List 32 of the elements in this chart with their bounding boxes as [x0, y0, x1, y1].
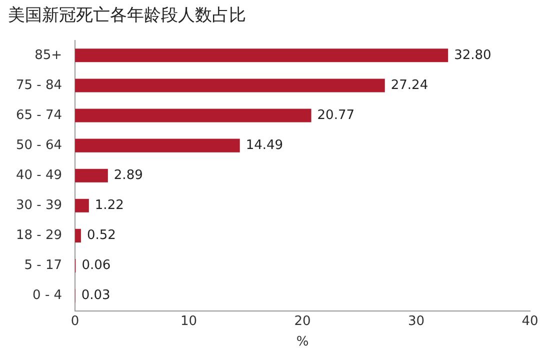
- bar: [75, 78, 385, 92]
- x-tick-label: 10: [180, 314, 198, 329]
- bar: [75, 138, 240, 152]
- data-label: 0.03: [81, 288, 110, 304]
- x-tick-label: 0: [70, 314, 80, 329]
- x-tick-label: 20: [294, 314, 311, 329]
- y-tick-label: 40 - 49: [16, 168, 62, 183]
- y-tick-label: 5 - 17: [24, 258, 62, 274]
- y-tick-label: 85+: [34, 48, 62, 63]
- data-label: 27.24: [390, 78, 428, 93]
- x-axis-title: %: [296, 334, 309, 350]
- x-tick-label: 40: [522, 314, 538, 329]
- y-tick-label: 30 - 39: [16, 198, 62, 214]
- x-tick-label: 30: [408, 314, 425, 329]
- bar: [75, 168, 108, 182]
- data-label: 2.89: [114, 168, 143, 183]
- data-label: 1.22: [94, 198, 124, 214]
- y-tick-label: 0 - 4: [32, 288, 62, 304]
- data-label: 0.52: [86, 228, 116, 244]
- bar: [75, 198, 89, 212]
- y-tick-label: 50 - 64: [16, 138, 62, 153]
- y-tick-label: 18 - 29: [16, 228, 62, 244]
- data-label: 32.80: [454, 48, 492, 63]
- y-tick-label: 75 - 84: [16, 78, 62, 93]
- data-label: 20.77: [317, 108, 354, 123]
- chart-title: 美国新冠死亡各年龄段人数占比: [8, 6, 246, 26]
- y-tick-label: 65 - 74: [16, 108, 62, 123]
- data-label: 0.06: [82, 258, 111, 274]
- bar: [75, 108, 312, 122]
- bar: [75, 48, 448, 62]
- bar: [75, 228, 81, 242]
- data-label: 14.49: [246, 138, 284, 153]
